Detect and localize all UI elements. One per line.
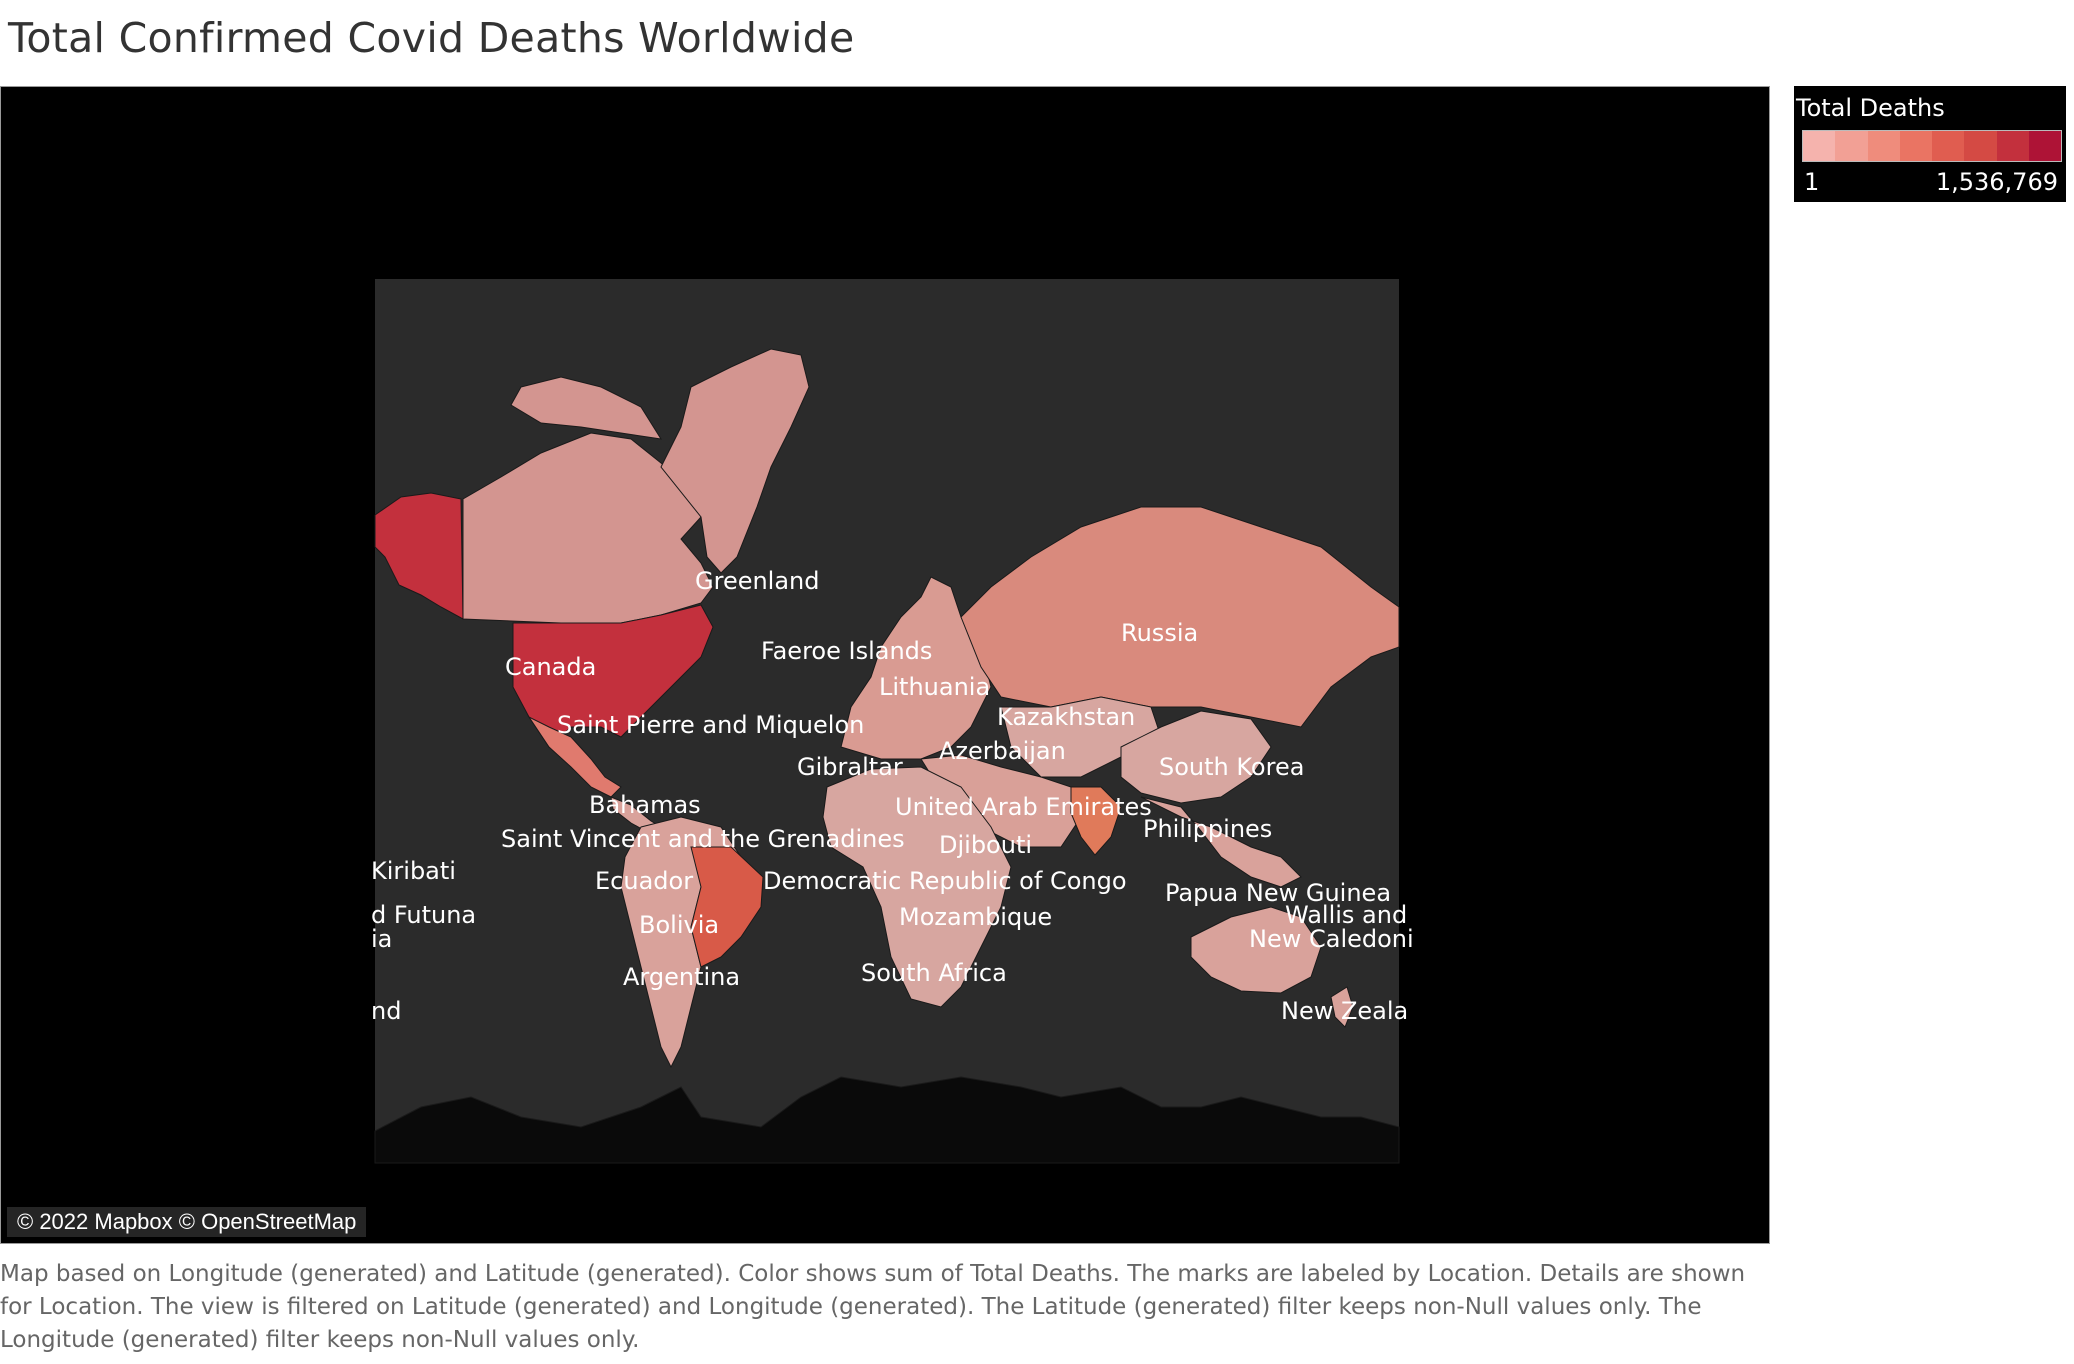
- country-label-canada[interactable]: Canada: [505, 653, 596, 681]
- country-label-kiribati[interactable]: Kiribati: [371, 857, 456, 885]
- region-alaska[interactable]: [374, 492, 464, 620]
- legend-ramp-step: [1899, 131, 1932, 161]
- page-title: Total Confirmed Covid Deaths Worldwide: [8, 14, 855, 62]
- legend-ramp-step: [1996, 131, 2029, 161]
- country-label-new-zealand[interactable]: New Zeala: [1281, 997, 1408, 1025]
- country-label-lithuania[interactable]: Lithuania: [879, 673, 990, 701]
- region-australia[interactable]: [1190, 906, 1322, 994]
- map-view[interactable]: Greenland Russia Faeroe Islands Canada Lithu…: [0, 86, 1770, 1244]
- country-label-gibraltar[interactable]: Gibraltar: [797, 753, 903, 781]
- country-label-mozambique[interactable]: Mozambique: [899, 903, 1052, 931]
- map-caption: Map based on Longitude (generated) and L…: [0, 1261, 1746, 1353]
- world-map[interactable]: Greenland Russia Faeroe Islands Canada Lithu…: [1, 87, 1769, 1243]
- legend-color-ramp: [1802, 130, 2062, 162]
- country-label-new-caledonia[interactable]: New Caledoni: [1249, 925, 1414, 953]
- region-brazil[interactable]: [690, 846, 764, 968]
- country-label-greenland[interactable]: Greenland: [695, 567, 820, 595]
- country-label-papua-new-guinea[interactable]: Papua New Guinea: [1165, 879, 1391, 907]
- legend-min-label: 1: [1804, 168, 1820, 196]
- country-label-russia[interactable]: Russia: [1121, 619, 1198, 647]
- country-label-drc[interactable]: Democratic Republic of Congo: [763, 867, 1127, 895]
- country-label-ia[interactable]: ia: [371, 925, 392, 953]
- country-label-philippines[interactable]: Philippines: [1143, 815, 1272, 843]
- legend-ramp-step: [1803, 131, 1836, 161]
- country-label-futuna[interactable]: d Futuna: [371, 901, 476, 929]
- legend-ramp-step: [1867, 131, 1900, 161]
- country-label-south-korea[interactable]: South Korea: [1159, 753, 1304, 781]
- region-southeast-asia[interactable]: [1140, 796, 1302, 888]
- country-label-south-africa[interactable]: South Africa: [861, 959, 1007, 987]
- region-mexico[interactable]: [527, 715, 622, 798]
- legend-title: Total Deaths: [1796, 94, 1945, 122]
- country-label-saint-vincent[interactable]: Saint Vincent and the Grenadines: [501, 825, 905, 853]
- country-label-bolivia[interactable]: Bolivia: [639, 911, 719, 939]
- region-new-zealand[interactable]: [1330, 986, 1354, 1028]
- map-attribution[interactable]: © 2022 Mapbox © OpenStreetMap: [7, 1207, 367, 1237]
- legend-ramp-step: [2028, 131, 2061, 161]
- country-label-kazakhstan[interactable]: Kazakhstan: [997, 703, 1135, 731]
- country-label-azerbaijan[interactable]: Azerbaijan: [939, 737, 1066, 765]
- country-label-uae[interactable]: United Arab Emirates: [895, 793, 1152, 821]
- region-antarctica: [374, 1076, 1400, 1164]
- country-label-ecuador[interactable]: Ecuador: [595, 867, 693, 895]
- legend-ramp-step: [1932, 131, 1965, 161]
- region-canada-islands[interactable]: [510, 376, 662, 440]
- country-label-djibouti[interactable]: Djibouti: [939, 831, 1032, 859]
- region-china[interactable]: [1120, 710, 1272, 804]
- legend-ramp-step: [1835, 131, 1868, 161]
- country-label-argentina[interactable]: Argentina: [623, 963, 740, 991]
- country-label-nd[interactable]: nd: [371, 997, 401, 1025]
- color-legend: Total Deaths 1 1,536,769: [1794, 86, 2066, 202]
- legend-ramp-step: [1964, 131, 1997, 161]
- country-label-wallis[interactable]: Wallis and: [1285, 901, 1407, 929]
- region-africa[interactable]: [822, 766, 1012, 1008]
- country-label-bahamas[interactable]: Bahamas: [589, 791, 701, 819]
- country-label-saint-pierre[interactable]: Saint Pierre and Miquelon: [557, 711, 864, 739]
- region-europe[interactable]: [840, 576, 992, 760]
- region-india[interactable]: [1070, 786, 1122, 856]
- legend-max-label: 1,536,769: [1935, 168, 2058, 196]
- country-label-faeroe-islands[interactable]: Faeroe Islands: [761, 637, 932, 665]
- region-greenland[interactable]: [660, 348, 810, 574]
